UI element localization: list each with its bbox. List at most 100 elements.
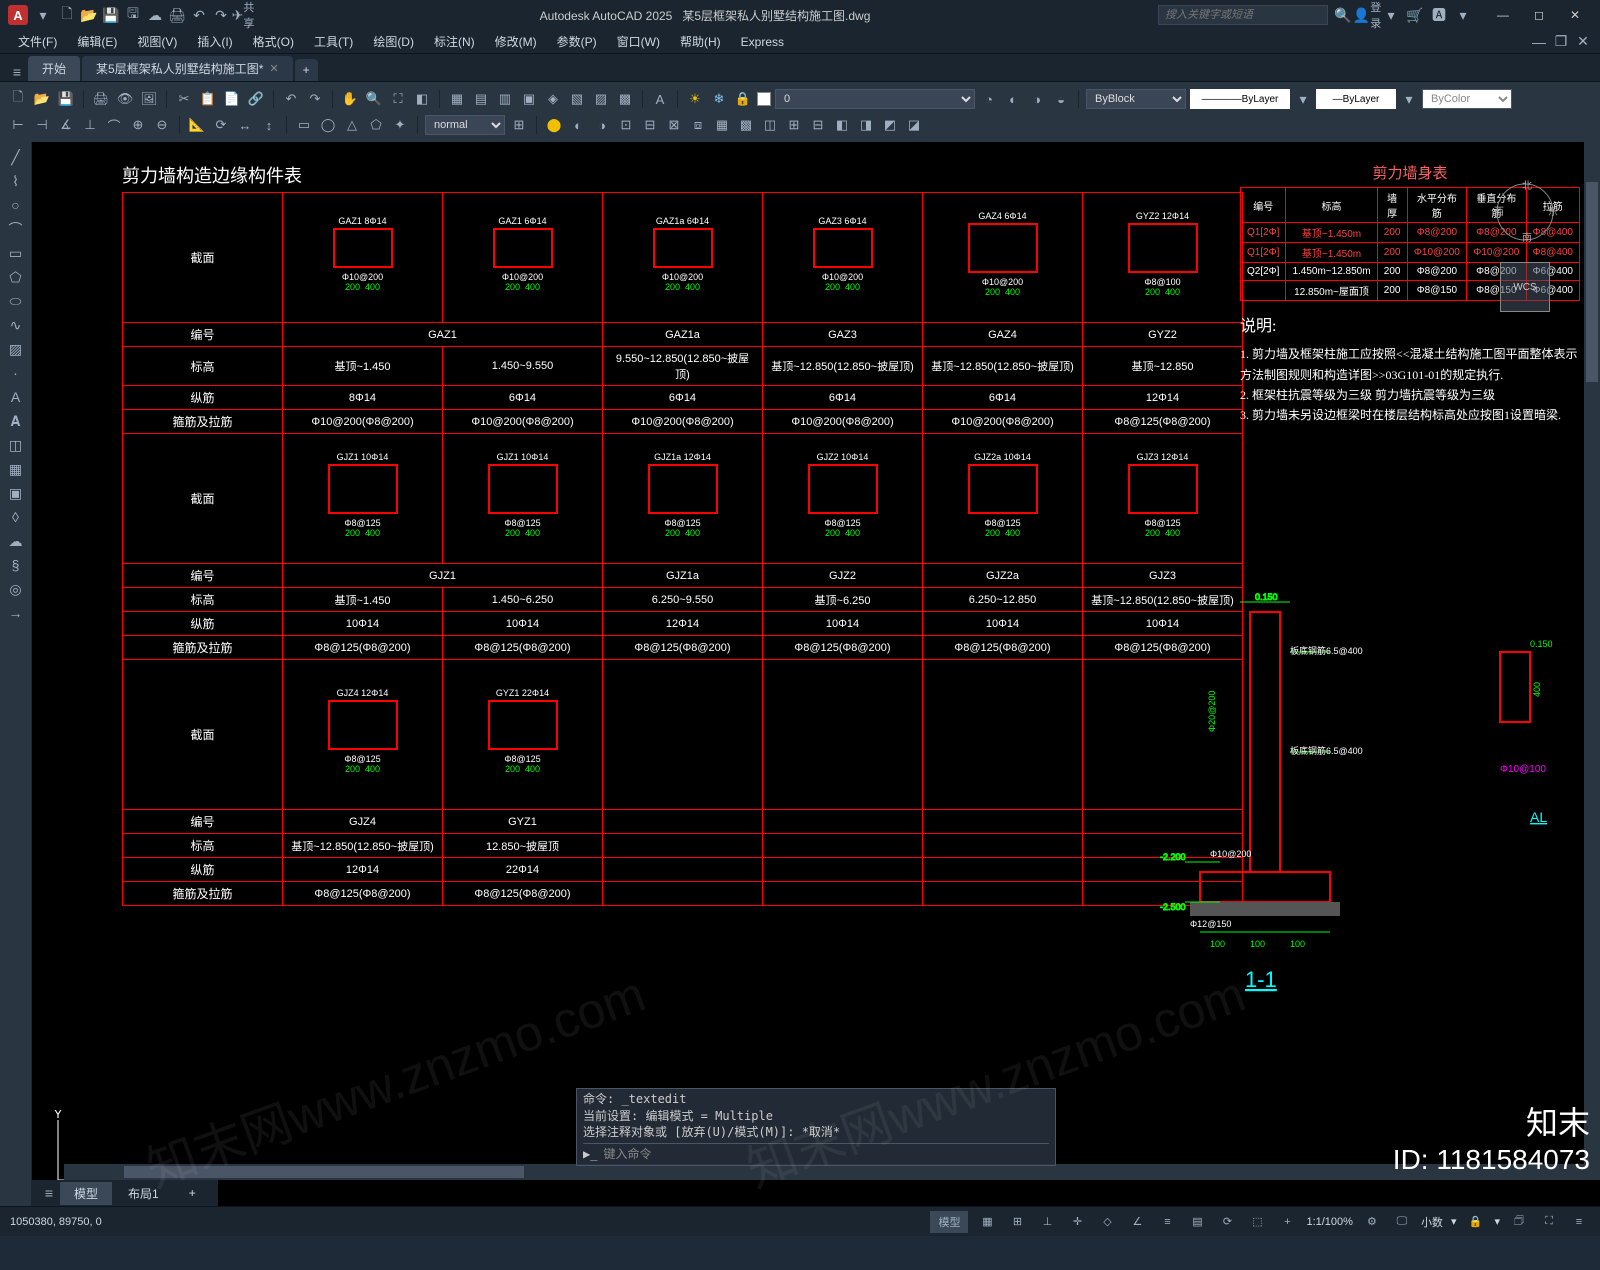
color-swatch[interactable] bbox=[757, 92, 771, 106]
rect-tool-icon[interactable]: ▭ bbox=[0, 242, 31, 264]
menu-item[interactable]: 修改(M) bbox=[485, 33, 547, 51]
hatch-tool-icon[interactable]: ▨ bbox=[0, 338, 31, 360]
tool-icon[interactable]: ⛶ bbox=[388, 89, 408, 109]
dim-icon[interactable]: ∡ bbox=[56, 115, 76, 135]
open-icon[interactable]: 📂 bbox=[80, 6, 98, 24]
tool-icon[interactable]: ◐ bbox=[568, 115, 588, 135]
cycling-icon[interactable]: ⟳ bbox=[1216, 1211, 1238, 1233]
wipeout-tool-icon[interactable]: ◊ bbox=[0, 506, 31, 528]
tool-icon[interactable]: 🗋 bbox=[8, 89, 28, 109]
tool-icon[interactable]: ▥ bbox=[495, 89, 515, 109]
menu-item[interactable]: 工具(T) bbox=[304, 33, 363, 51]
tab-layout1[interactable]: 布局1 bbox=[114, 1182, 173, 1205]
close-tab-icon[interactable]: ✕ bbox=[269, 62, 278, 75]
freeze-icon[interactable]: ❄ bbox=[709, 89, 729, 109]
dim-icon[interactable]: ⊣ bbox=[32, 115, 52, 135]
tool-icon[interactable]: ◫ bbox=[760, 115, 780, 135]
drawing-canvas[interactable]: 剪力墙构造边缘构件表 截面GAZ1 8Φ14Φ10@200200 400GAZ1… bbox=[32, 142, 1600, 1206]
tool-icon[interactable]: 🖨 bbox=[91, 89, 111, 109]
sun-icon[interactable]: ☀ bbox=[685, 89, 705, 109]
tool-icon[interactable]: A bbox=[650, 89, 670, 109]
spline-tool-icon[interactable]: ∿ bbox=[0, 314, 31, 336]
user-icon[interactable]: 👤 登录 bbox=[1358, 6, 1376, 24]
pline-tool-icon[interactable]: ⌇ bbox=[0, 170, 31, 192]
tool-icon[interactable]: ◪ bbox=[904, 115, 924, 135]
ray-tool-icon[interactable]: → bbox=[0, 602, 31, 624]
tab-document[interactable]: 某5层框架私人别墅结构施工图* ✕ bbox=[82, 56, 293, 81]
help-search-input[interactable] bbox=[1158, 5, 1328, 25]
style-combo[interactable]: normal bbox=[425, 115, 505, 135]
saveas-icon[interactable]: 🖫 bbox=[124, 6, 142, 24]
tool-icon[interactable]: ▨ bbox=[591, 89, 611, 109]
command-line[interactable]: 命令: _textedit 当前设置: 编辑模式 = Multiple 选择注释… bbox=[576, 1088, 1056, 1166]
polar-icon[interactable]: ✛ bbox=[1066, 1211, 1088, 1233]
dim-icon[interactable]: ▭ bbox=[294, 115, 314, 135]
gear-icon[interactable]: ⚙ bbox=[1361, 1211, 1383, 1233]
donut-tool-icon[interactable]: ◎ bbox=[0, 578, 31, 600]
lwt-icon[interactable]: ≡ bbox=[1156, 1211, 1178, 1233]
clean-icon[interactable]: ⛶ bbox=[1538, 1211, 1560, 1233]
tool-icon[interactable]: ⊞ bbox=[784, 115, 804, 135]
grid-icon[interactable]: ▦ bbox=[976, 1211, 998, 1233]
menu-item[interactable]: 插入(I) bbox=[187, 33, 242, 51]
dim-icon[interactable]: ⊥ bbox=[80, 115, 100, 135]
ortho-icon[interactable]: ⊥ bbox=[1036, 1211, 1058, 1233]
block-combo[interactable]: ByBlock bbox=[1086, 89, 1186, 109]
doc-close-icon[interactable]: ✕ bbox=[1574, 33, 1592, 51]
menu-item[interactable]: 帮助(H) bbox=[670, 33, 731, 51]
tool-icon[interactable]: ◧ bbox=[832, 115, 852, 135]
dim-icon[interactable]: △ bbox=[342, 115, 362, 135]
doc-restore-icon[interactable]: ❐ bbox=[1552, 33, 1570, 51]
tool-icon[interactable]: ▩ bbox=[736, 115, 756, 135]
region-tool-icon[interactable]: ▣ bbox=[0, 482, 31, 504]
lock-icon[interactable]: 🔒 bbox=[1464, 1211, 1486, 1233]
table-tool-icon[interactable]: ▦ bbox=[0, 458, 31, 480]
dropdown-icon[interactable]: ▾ bbox=[1382, 6, 1400, 24]
dropdown-icon[interactable]: ▾ bbox=[1400, 90, 1418, 108]
dim-icon[interactable]: 📐 bbox=[187, 115, 207, 135]
tab-new[interactable]: + bbox=[295, 59, 318, 81]
tool-icon[interactable]: ✋ bbox=[340, 89, 360, 109]
dim-icon[interactable]: ↕ bbox=[259, 115, 279, 135]
tool-icon[interactable]: ◨ bbox=[856, 115, 876, 135]
maximize-button[interactable]: ◻ bbox=[1522, 3, 1556, 27]
tool-icon[interactable]: ▧ bbox=[567, 89, 587, 109]
circle-tool-icon[interactable]: ○ bbox=[0, 194, 31, 216]
revision-tool-icon[interactable]: ☁ bbox=[0, 530, 31, 552]
dim-icon[interactable]: ⟳ bbox=[211, 115, 231, 135]
help-icon[interactable]: ▾ bbox=[1454, 6, 1472, 24]
dim-icon[interactable]: ⊖ bbox=[152, 115, 172, 135]
menu-item[interactable]: 绘图(D) bbox=[363, 33, 424, 51]
tool-icon[interactable]: 🖼 bbox=[139, 89, 159, 109]
arc-tool-icon[interactable]: ⌒ bbox=[0, 218, 31, 240]
search-icon[interactable]: 🔍 bbox=[1334, 6, 1352, 24]
redo-icon[interactable]: ↷ bbox=[212, 6, 230, 24]
tool-icon[interactable]: 💾 bbox=[56, 89, 76, 109]
tool-icon[interactable]: ▦ bbox=[712, 115, 732, 135]
tool-icon[interactable]: ⧈ bbox=[688, 115, 708, 135]
mtext-tool-icon[interactable]: 𝐀 bbox=[0, 410, 31, 432]
point-tool-icon[interactable]: · bbox=[0, 362, 31, 384]
customize-icon[interactable]: 🗇 bbox=[1508, 1211, 1530, 1233]
tool-icon[interactable]: ▩ bbox=[615, 89, 635, 109]
3d-icon[interactable]: ⬚ bbox=[1246, 1211, 1268, 1233]
menu-item[interactable]: 窗口(W) bbox=[607, 33, 670, 51]
tool-icon[interactable]: ↶ bbox=[281, 89, 301, 109]
menu-item[interactable]: 标注(N) bbox=[424, 33, 485, 51]
osnap-icon[interactable]: ◇ bbox=[1096, 1211, 1118, 1233]
tool-icon[interactable]: ▤ bbox=[471, 89, 491, 109]
menu-item[interactable]: 参数(P) bbox=[547, 33, 607, 51]
tool-icon[interactable]: 🔗 bbox=[246, 89, 266, 109]
menu-icon[interactable]: ≡ bbox=[1568, 1211, 1590, 1233]
plot-icon[interactable]: 🖨 bbox=[168, 6, 186, 24]
tool-icon[interactable]: 🔍 bbox=[364, 89, 384, 109]
dropdown-icon[interactable]: ▾ bbox=[1294, 90, 1312, 108]
app-icon[interactable]: 🅰 bbox=[1430, 6, 1448, 24]
app-logo[interactable]: A bbox=[8, 5, 28, 25]
tool-icon[interactable]: ◐ bbox=[1003, 89, 1023, 109]
tool-icon[interactable]: ▣ bbox=[519, 89, 539, 109]
text-tool-icon[interactable]: A bbox=[0, 386, 31, 408]
cart-icon[interactable]: 🛒 bbox=[1406, 6, 1424, 24]
tab-model[interactable]: 模型 bbox=[60, 1182, 112, 1205]
tool-icon[interactable]: ⊟ bbox=[808, 115, 828, 135]
